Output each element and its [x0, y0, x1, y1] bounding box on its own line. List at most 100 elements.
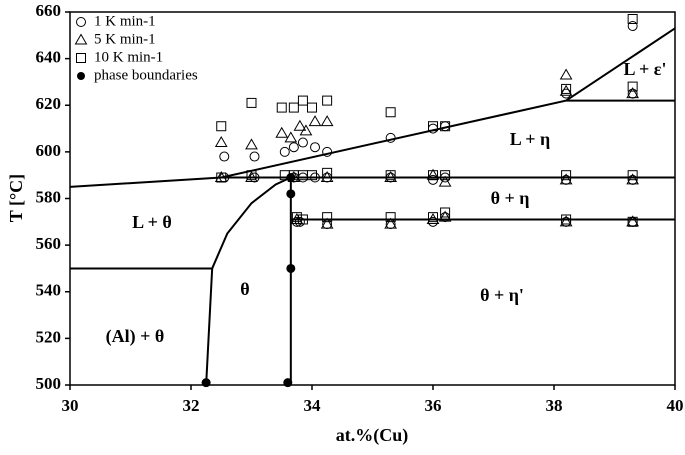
region-label: L + ε' — [624, 59, 667, 79]
data-point — [559, 68, 573, 80]
data-point — [320, 115, 334, 127]
data-point — [322, 212, 333, 223]
data-point — [201, 378, 211, 388]
data-point — [385, 132, 396, 143]
data-point — [299, 124, 313, 136]
data-point — [428, 121, 438, 132]
data-point — [249, 151, 260, 162]
data-point — [283, 378, 293, 388]
region-label: θ + η — [491, 188, 530, 208]
legend-label: phase boundaries — [94, 67, 198, 83]
data-point — [627, 216, 638, 227]
data-point — [627, 20, 638, 31]
data-point — [559, 215, 573, 227]
data-point — [385, 170, 396, 181]
data-point — [291, 212, 302, 223]
data-point — [288, 102, 299, 113]
data-point — [297, 95, 308, 106]
data-point — [322, 146, 333, 157]
data-point — [286, 189, 296, 199]
data-point — [561, 214, 572, 225]
data-point — [384, 171, 398, 183]
data-point — [307, 170, 317, 181]
data-point — [627, 170, 638, 181]
region-label: θ + η' — [480, 285, 524, 305]
x-tick-label: 40 — [667, 396, 684, 415]
data-point — [297, 170, 308, 181]
data-point — [219, 151, 230, 162]
data-point — [286, 263, 296, 273]
data-point — [245, 171, 258, 183]
data-point — [275, 126, 289, 138]
data-point — [559, 84, 573, 96]
data-point — [297, 214, 308, 225]
data-point — [246, 170, 257, 181]
x-tick-label: 32 — [183, 396, 200, 415]
data-point — [426, 212, 440, 224]
data-point — [627, 81, 638, 92]
data-point — [310, 172, 321, 183]
data-point — [384, 217, 398, 229]
y-axis-label: T [°C] — [6, 174, 26, 222]
data-point — [214, 136, 228, 148]
region-label: θ — [240, 279, 249, 299]
x-tick-label: 38 — [546, 396, 563, 415]
region-label: L + η — [510, 129, 551, 149]
data-point — [561, 83, 572, 94]
data-point — [626, 173, 640, 185]
y-tick-label: 600 — [36, 141, 62, 160]
data-point — [440, 207, 451, 218]
y-tick-label: 660 — [36, 1, 62, 20]
legend-marker — [76, 53, 86, 63]
phase-boundary-line — [205, 268, 214, 386]
data-point — [293, 119, 307, 131]
y-tick-label: 640 — [36, 48, 62, 67]
data-point — [438, 175, 452, 187]
legend-label: 1 K min-1 — [94, 13, 156, 29]
phase-boundary-line — [70, 176, 292, 270]
data-point — [385, 107, 396, 118]
data-point — [308, 115, 322, 127]
data-point — [322, 167, 333, 178]
data-point — [385, 212, 396, 223]
legend-marker — [76, 17, 86, 27]
legend-marker — [74, 33, 88, 45]
x-tick-label: 30 — [62, 396, 79, 415]
y-tick-label: 560 — [36, 234, 62, 253]
data-point — [216, 172, 227, 183]
x-tick-label: 36 — [425, 396, 442, 415]
data-point — [284, 131, 298, 143]
data-point — [626, 87, 640, 99]
region-label: L + θ — [132, 212, 172, 232]
legend-label: 5 K min-1 — [94, 31, 156, 47]
data-point — [307, 102, 317, 113]
data-point — [276, 102, 287, 113]
data-point — [627, 13, 638, 24]
data-point — [288, 142, 299, 153]
data-point — [279, 146, 290, 157]
x-axis-label: at.%(Cu) — [336, 425, 409, 446]
data-point — [245, 138, 258, 150]
data-point — [561, 170, 572, 181]
phase-boundary-line — [69, 27, 676, 188]
y-tick-label: 580 — [36, 187, 62, 206]
legend-label: 10 K min-1 — [94, 49, 163, 65]
data-point — [216, 121, 227, 132]
data-point — [297, 137, 308, 148]
data-point — [320, 217, 334, 229]
y-tick-label: 540 — [36, 281, 62, 300]
region-label: (Al) + θ — [106, 326, 165, 347]
data-point — [320, 171, 334, 183]
y-tick-label: 520 — [36, 327, 62, 346]
data-point — [310, 142, 321, 153]
legend-marker — [77, 72, 85, 80]
data-point — [440, 170, 451, 181]
data-point — [290, 212, 304, 224]
data-point — [559, 173, 573, 185]
y-tick-label: 620 — [36, 94, 62, 113]
y-tick-label: 500 — [36, 374, 62, 393]
data-point — [246, 97, 257, 108]
data-point — [286, 173, 296, 183]
data-point — [428, 212, 438, 223]
